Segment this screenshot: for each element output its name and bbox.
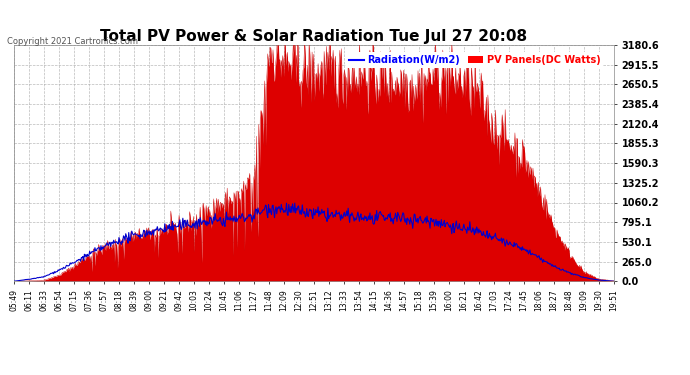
Title: Total PV Power & Solar Radiation Tue Jul 27 20:08: Total PV Power & Solar Radiation Tue Jul… — [100, 29, 528, 44]
Text: Copyright 2021 Cartronics.com: Copyright 2021 Cartronics.com — [7, 38, 138, 46]
Legend: Radiation(W/m2), PV Panels(DC Watts): Radiation(W/m2), PV Panels(DC Watts) — [346, 52, 603, 68]
